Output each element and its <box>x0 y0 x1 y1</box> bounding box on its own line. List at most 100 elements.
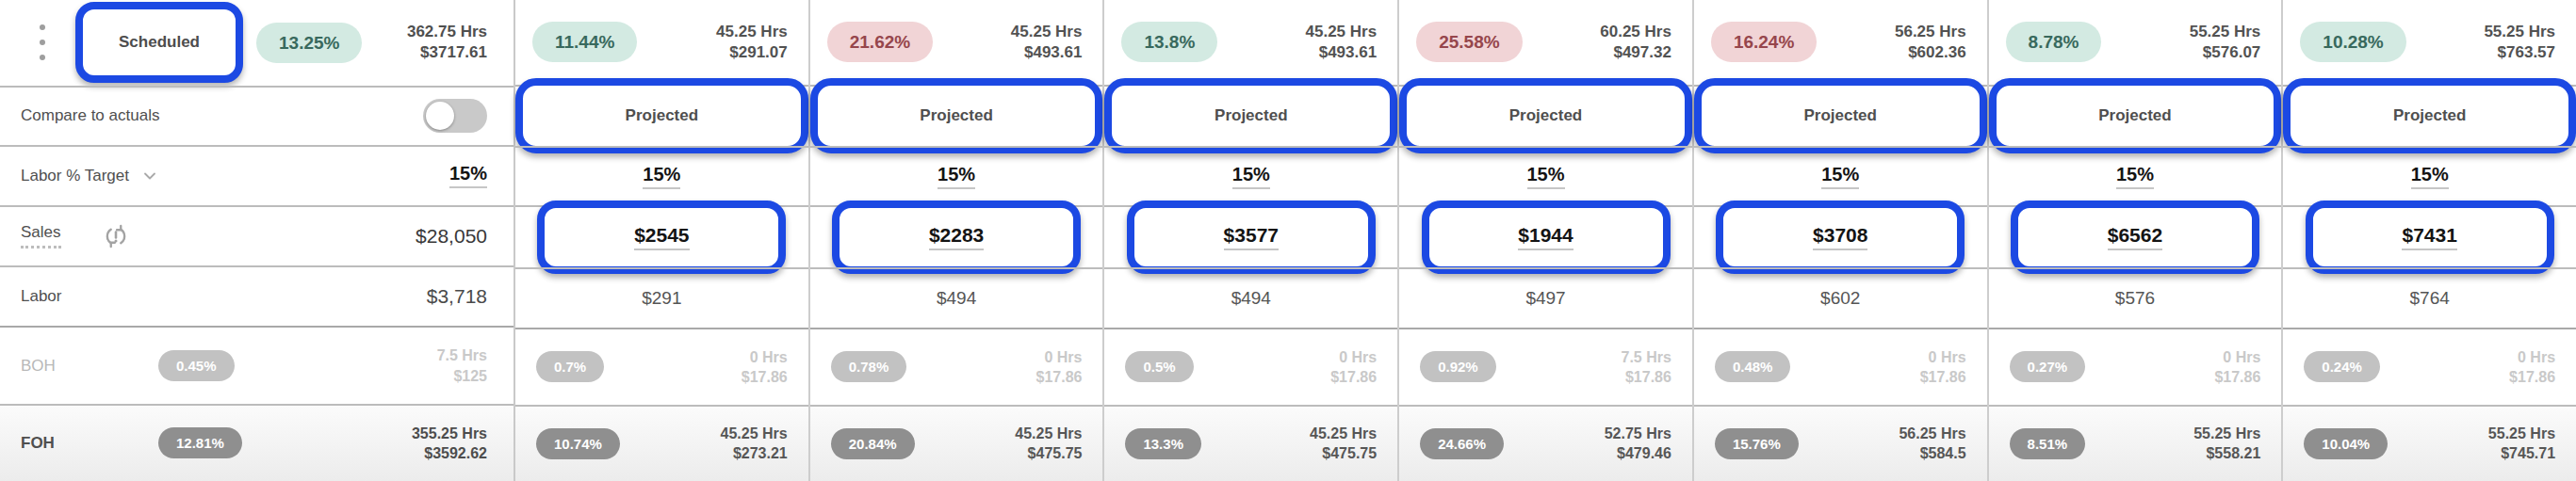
boh-percent-pill: 0.5% <box>1125 351 1193 382</box>
labor-target-day-cell: 15% <box>515 146 808 205</box>
day-hours: 55.25 Hrs <box>2484 22 2555 42</box>
scheduled-totals: 362.75 Hrs $3717.61 <box>407 22 487 64</box>
labor-target-value[interactable]: 15% <box>2116 164 2154 189</box>
foh-day-cell: 24.66% 52.75 Hrs $479.46 <box>1399 405 1692 481</box>
sales-day-cell: $1944 <box>1399 205 1692 267</box>
labor-percent-badge: 11.44% <box>532 22 637 62</box>
boh-percent-pill: 0.48% <box>1715 351 1791 382</box>
boh-day-totals: 0 Hrs $17.86 <box>1330 347 1377 387</box>
foh-day-hours: 56.25 Hrs <box>1899 424 1965 443</box>
foh-day-totals: 56.25 Hrs $584.5 <box>1899 424 1965 463</box>
projected-button[interactable]: Projected <box>810 78 1103 153</box>
boh-day-hours: 0 Hrs <box>1920 347 1966 367</box>
labor-target-cell: Labor % Target 15% <box>0 145 514 205</box>
labor-total: $3,718 <box>427 285 487 308</box>
foh-label: FOH <box>21 434 158 453</box>
sales-input-value: $2283 <box>929 224 984 250</box>
projected-button[interactable]: Projected <box>1989 78 2282 153</box>
boh-day-cell: 0.78% 0 Hrs $17.86 <box>810 328 1103 404</box>
day-hours: 45.25 Hrs <box>1306 22 1378 42</box>
sales-input[interactable]: $3708 <box>1716 200 1965 274</box>
foh-percent-pill: 12.81% <box>158 427 242 458</box>
day-cost: $291.07 <box>716 42 788 63</box>
labor-target-day-cell: 15% <box>1989 146 2282 205</box>
foh-day-hours: 45.25 Hrs <box>1015 424 1082 443</box>
foh-day-totals: 52.75 Hrs $479.46 <box>1605 424 1671 463</box>
projected-button[interactable]: Projected <box>515 78 808 153</box>
boh-day-totals: 7.5 Hrs $17.86 <box>1622 347 1671 387</box>
foh-day-totals: 45.25 Hrs $475.75 <box>1310 424 1377 463</box>
total-cost: $3717.61 <box>407 42 487 63</box>
boh-percent-pill: 0.24% <box>2304 351 2380 382</box>
day-column: 13.8% 45.25 Hrs $493.61 Projected 15% $3… <box>1104 0 1399 481</box>
toggle-knob <box>426 102 454 130</box>
labor-target-day-cell: 15% <box>1104 146 1397 205</box>
boh-total-hours: 7.5 Hrs <box>437 345 487 365</box>
boh-day-totals: 0 Hrs $17.86 <box>2509 347 2555 387</box>
labor-target-value[interactable]: 15% <box>1232 164 1270 189</box>
scheduled-button[interactable]: Scheduled <box>75 2 243 83</box>
labor-target-value[interactable]: 15% <box>2411 164 2449 189</box>
day-cost: $576.07 <box>2190 42 2261 63</box>
total-hours: 362.75 Hrs <box>407 22 487 42</box>
sales-input[interactable]: $1944 <box>1422 200 1671 274</box>
labor-percent-badge: 13.8% <box>1121 22 1217 62</box>
labor-target-value[interactable]: 15% <box>937 164 975 189</box>
labor-target-total[interactable]: 15% <box>449 163 487 188</box>
labor-target-label: Labor % Target <box>21 167 129 185</box>
day-cost: $602.36 <box>1895 42 1966 63</box>
boh-day-cost: $17.86 <box>1036 367 1083 387</box>
projected-button[interactable]: Projected <box>2283 78 2576 153</box>
labor-day-cell: $494 <box>1104 267 1397 328</box>
sales-input[interactable]: $3577 <box>1127 200 1376 274</box>
foh-percent-pill: 15.76% <box>1715 428 1799 459</box>
day-scheduled-totals: 60.25 Hrs $497.32 <box>1600 22 1671 64</box>
boh-day-cost: $17.86 <box>2509 367 2555 387</box>
foh-day-cell: 13.3% 45.25 Hrs $475.75 <box>1104 405 1397 481</box>
foh-day-cell: 20.84% 45.25 Hrs $475.75 <box>810 405 1103 481</box>
drag-handle-icon[interactable] <box>40 24 45 60</box>
day-column: 25.58% 60.25 Hrs $497.32 Projected 15% $… <box>1399 0 1694 481</box>
day-header-cell: 25.58% 60.25 Hrs $497.32 <box>1399 0 1692 85</box>
foh-day-hours: 52.75 Hrs <box>1605 424 1671 443</box>
day-scheduled-totals: 55.25 Hrs $576.07 <box>2190 22 2261 64</box>
labor-target-dropdown[interactable]: Labor % Target <box>21 167 159 185</box>
projected-cell: Projected <box>810 85 1103 146</box>
projected-button[interactable]: Projected <box>1694 78 1987 153</box>
labor-target-value[interactable]: 15% <box>1527 164 1565 189</box>
day-hours: 60.25 Hrs <box>1600 22 1671 42</box>
sales-input[interactable]: $2283 <box>832 200 1081 274</box>
labor-percent-badge: 10.28% <box>2300 22 2405 62</box>
sync-alert-icon[interactable] <box>103 223 129 249</box>
projected-button-label: Projected <box>2098 106 2171 125</box>
sales-input[interactable]: $2545 <box>537 200 786 274</box>
foh-total-hours: 355.25 Hrs <box>412 424 487 443</box>
labor-target-value[interactable]: 15% <box>1821 164 1859 189</box>
day-column: 8.78% 55.25 Hrs $576.07 Projected 15% $6… <box>1989 0 2284 481</box>
sales-input[interactable]: $7431 <box>2306 200 2554 274</box>
projected-button-label: Projected <box>920 106 992 125</box>
foh-day-totals: 45.25 Hrs $273.21 <box>721 424 788 463</box>
sales-input[interactable]: $6562 <box>2011 200 2259 274</box>
sales-input-value: $7431 <box>2402 224 2456 250</box>
foh-day-hours: 55.25 Hrs <box>2488 424 2555 443</box>
labor-target-day-cell: 15% <box>1399 146 1692 205</box>
boh-day-cost: $17.86 <box>1920 367 1966 387</box>
scheduled-header-cell: Scheduled 13.25% 362.75 Hrs $3717.61 <box>0 0 514 86</box>
foh-day-hours: 45.25 Hrs <box>1310 424 1377 443</box>
day-scheduled-totals: 56.25 Hrs $602.36 <box>1895 22 1966 64</box>
compare-to-actuals-toggle[interactable] <box>423 99 487 133</box>
day-header-cell: 11.44% 45.25 Hrs $291.07 <box>515 0 808 85</box>
labor-day-cell: $602 <box>1694 267 1987 328</box>
labor-day-cell: $764 <box>2283 267 2576 328</box>
projected-cell: Projected <box>1399 85 1692 146</box>
projected-button[interactable]: Projected <box>1399 78 1692 153</box>
day-hours: 55.25 Hrs <box>2190 22 2261 42</box>
labor-target-value[interactable]: 15% <box>643 164 680 189</box>
projected-button[interactable]: Projected <box>1104 78 1397 153</box>
sales-day-cell: $2283 <box>810 205 1103 267</box>
boh-percent-pill: 0.78% <box>831 351 907 382</box>
day-column: 16.24% 56.25 Hrs $602.36 Projected 15% $… <box>1694 0 1989 481</box>
summary-column: Scheduled 13.25% 362.75 Hrs $3717.61 Com… <box>0 0 515 481</box>
boh-day-totals: 0 Hrs $17.86 <box>742 347 788 387</box>
